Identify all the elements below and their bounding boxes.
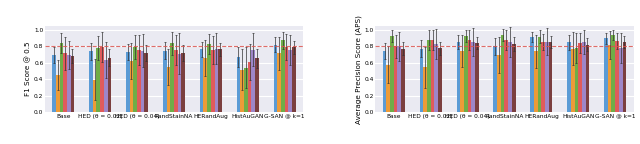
Y-axis label: Average Precision Score (APS): Average Precision Score (APS): [355, 15, 362, 124]
Bar: [56, 75, 60, 112]
Bar: [493, 47, 497, 112]
Bar: [288, 50, 292, 112]
Bar: [181, 53, 185, 112]
Bar: [423, 67, 427, 112]
Bar: [211, 50, 214, 112]
Bar: [170, 43, 174, 112]
Bar: [241, 70, 244, 112]
Bar: [497, 55, 500, 112]
Bar: [285, 47, 288, 112]
Bar: [93, 80, 97, 112]
Bar: [163, 51, 166, 112]
Bar: [214, 49, 218, 112]
Bar: [468, 40, 471, 112]
Bar: [281, 40, 285, 112]
Bar: [508, 42, 512, 112]
Bar: [244, 68, 248, 112]
Bar: [207, 44, 211, 112]
Bar: [292, 47, 296, 112]
Bar: [104, 60, 108, 112]
Bar: [126, 52, 130, 112]
Bar: [460, 51, 464, 112]
Bar: [145, 53, 148, 112]
Bar: [174, 50, 178, 112]
Bar: [464, 36, 468, 112]
Bar: [608, 45, 611, 112]
Bar: [237, 57, 241, 112]
Bar: [252, 50, 255, 112]
Bar: [63, 53, 67, 112]
Bar: [52, 55, 56, 112]
Bar: [97, 48, 100, 112]
Bar: [108, 58, 111, 112]
Bar: [255, 58, 259, 112]
Bar: [390, 36, 394, 112]
Bar: [548, 42, 552, 112]
Bar: [394, 46, 397, 112]
Bar: [604, 38, 608, 112]
Bar: [60, 43, 63, 112]
Bar: [538, 37, 541, 112]
Bar: [586, 45, 589, 112]
Bar: [67, 55, 70, 112]
Bar: [100, 47, 104, 112]
Bar: [438, 48, 442, 112]
Bar: [541, 42, 545, 112]
Bar: [166, 67, 170, 112]
Bar: [401, 49, 405, 112]
Bar: [545, 42, 548, 112]
Bar: [89, 51, 93, 112]
Bar: [204, 58, 207, 112]
Bar: [70, 56, 74, 112]
Bar: [504, 40, 508, 112]
Bar: [623, 42, 626, 112]
Y-axis label: F1 Score @ 0.5: F1 Score @ 0.5: [25, 42, 31, 96]
Bar: [567, 42, 571, 112]
Bar: [435, 44, 438, 112]
Bar: [397, 47, 401, 112]
Bar: [500, 35, 504, 112]
Bar: [475, 43, 479, 112]
Bar: [427, 40, 431, 112]
Bar: [133, 47, 137, 112]
Bar: [456, 42, 460, 112]
Bar: [277, 53, 281, 112]
Bar: [431, 40, 435, 112]
Bar: [579, 43, 582, 112]
Bar: [615, 41, 619, 112]
Bar: [137, 50, 141, 112]
Bar: [619, 48, 623, 112]
Bar: [218, 49, 222, 112]
Bar: [387, 65, 390, 112]
Bar: [611, 35, 615, 112]
Bar: [383, 51, 387, 112]
Bar: [130, 61, 133, 112]
Bar: [273, 45, 277, 112]
Bar: [571, 49, 575, 112]
Bar: [248, 62, 252, 112]
Bar: [582, 42, 586, 112]
Bar: [141, 51, 145, 112]
Bar: [512, 44, 516, 112]
Bar: [575, 48, 579, 112]
Bar: [200, 49, 204, 112]
Bar: [471, 42, 475, 112]
Bar: [178, 54, 181, 112]
Bar: [531, 37, 534, 112]
Bar: [534, 51, 538, 112]
Bar: [420, 49, 423, 112]
